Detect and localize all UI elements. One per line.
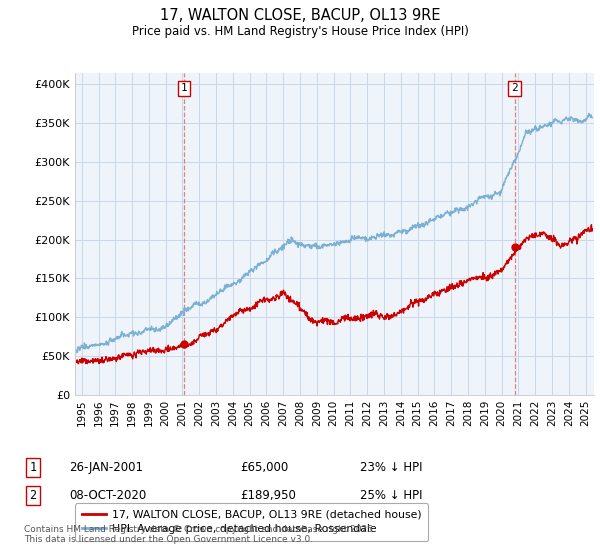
- Text: Contains HM Land Registry data © Crown copyright and database right 2025.
This d: Contains HM Land Registry data © Crown c…: [24, 525, 376, 544]
- Text: £65,000: £65,000: [240, 461, 288, 474]
- Text: 23% ↓ HPI: 23% ↓ HPI: [360, 461, 422, 474]
- Text: 1: 1: [180, 83, 187, 94]
- Text: 2: 2: [29, 489, 37, 502]
- Text: Price paid vs. HM Land Registry's House Price Index (HPI): Price paid vs. HM Land Registry's House …: [131, 25, 469, 38]
- Legend: 17, WALTON CLOSE, BACUP, OL13 9RE (detached house), HPI: Average price, detached: 17, WALTON CLOSE, BACUP, OL13 9RE (detac…: [75, 503, 428, 541]
- Text: 25% ↓ HPI: 25% ↓ HPI: [360, 489, 422, 502]
- Text: £189,950: £189,950: [240, 489, 296, 502]
- Text: 2: 2: [511, 83, 518, 94]
- Text: 17, WALTON CLOSE, BACUP, OL13 9RE: 17, WALTON CLOSE, BACUP, OL13 9RE: [160, 8, 440, 24]
- Text: 08-OCT-2020: 08-OCT-2020: [69, 489, 146, 502]
- Text: 26-JAN-2001: 26-JAN-2001: [69, 461, 143, 474]
- Text: 1: 1: [29, 461, 37, 474]
